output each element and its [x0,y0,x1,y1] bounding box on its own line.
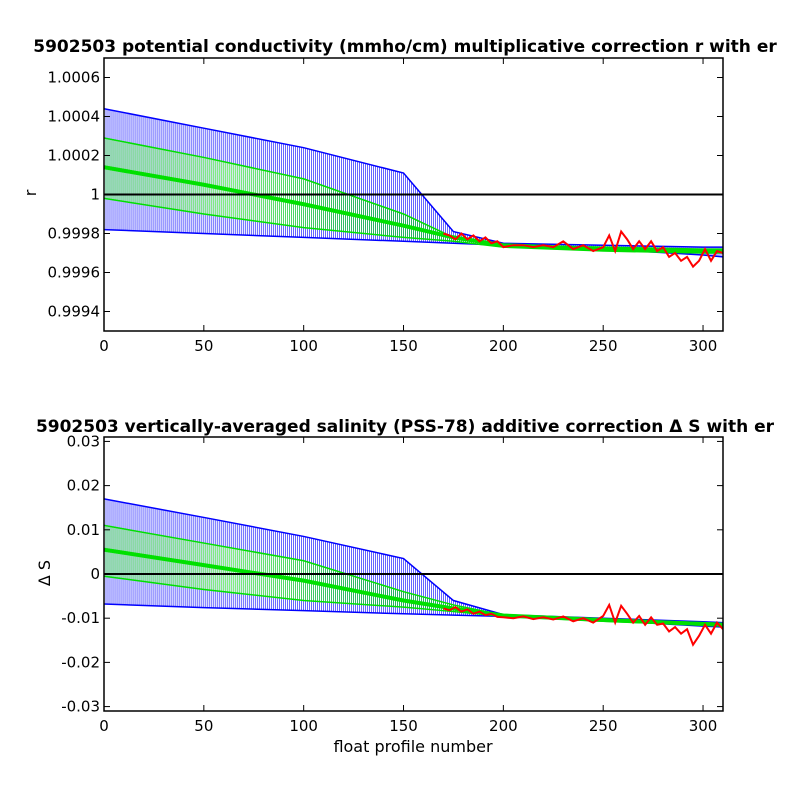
y-tick-label: -0.03 [61,698,100,716]
x-tick-label: 100 [289,337,318,355]
y-tick-label: 1.0006 [48,69,101,87]
x-tick-label: 150 [389,337,418,355]
plot-content [104,498,723,647]
error-band-2sigma-upper [104,498,723,624]
plot-content [104,107,723,269]
x-tick-label: 300 [689,717,718,735]
x-tick-label: 250 [589,337,618,355]
x-tick-label: 50 [194,717,213,735]
x-tick-label: 0 [99,717,109,735]
y-tick-label: 0 [90,565,100,583]
y-tick-label: 1.0002 [48,147,101,165]
x-tick-label: 200 [489,337,518,355]
top-chart-title: 5902503 potential conductivity (mmho/cm)… [33,37,777,57]
top-chart-ylabel: r [21,189,40,196]
x-tick-label: 50 [194,337,213,355]
data-line [443,602,723,647]
y-tick-label: 1 [90,186,100,204]
bottom-chart-plot-area: 0 50 100 150 200 250 300 -0.03 -0.02 -0.01 0 0.01 0.… [61,432,724,735]
x-tick-label: 150 [389,717,418,735]
bottom-chart-ylabel: Δ S [35,560,54,586]
x-tick-label: 200 [489,717,518,735]
y-tick-label: 0.02 [67,477,100,495]
top-chart-plot-area: 0 50 100 150 200 250 300 0.9994 0.9996 0.9998 1 1.0… [48,57,724,355]
y-tick-label: 1.0004 [48,108,101,126]
y-tick-label: 0.9994 [48,303,101,321]
x-tick-label: 100 [289,717,318,735]
error-band-2sigma-upper [104,107,723,248]
bottom-chart-panel: 5902503 vertically-averaged salinity (PS… [35,417,775,756]
y-tick-label: -0.02 [61,653,100,671]
y-tick-label: 0.9998 [48,225,101,243]
bottom-chart-xlabel: float profile number [333,737,493,756]
x-tick-label: 0 [99,337,109,355]
y-tick-label: 0.9996 [48,264,101,282]
x-tick-label: 300 [689,337,718,355]
top-chart-panel: 5902503 potential conductivity (mmho/cm)… [21,37,777,355]
x-tick-label: 250 [589,717,618,735]
bottom-chart-title: 5902503 vertically-averaged salinity (PS… [36,417,775,437]
y-tick-label: 0.03 [67,432,100,450]
data-line [443,229,723,269]
y-tick-label: 0.01 [67,521,100,539]
y-tick-label: -0.01 [61,609,100,627]
